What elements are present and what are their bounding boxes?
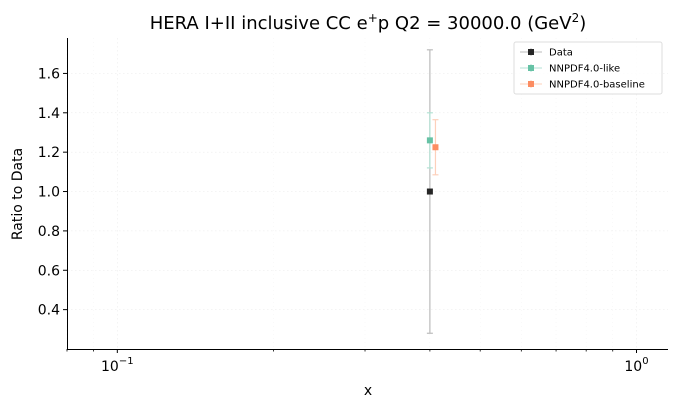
legend-label: Data [549, 48, 573, 59]
legend-box [513, 41, 663, 95]
y-axis-label: Ratio to Data [10, 148, 26, 240]
chart-title: HERA I+II inclusive CC e+p Q2 = 30000.0 … [150, 11, 586, 34]
y-tick-label: 1.0 [38, 185, 60, 201]
x-ticks: 10−1 100 [66, 349, 649, 375]
x-tick-label: 10−1 [101, 356, 134, 375]
x-tick-label: 100 [624, 356, 648, 375]
data-point [432, 144, 439, 151]
y-tick-label: 1.6 [38, 66, 60, 82]
y-tick-label: 0.4 [38, 303, 60, 319]
legend-marker [528, 49, 534, 55]
y-ticks: 0.4 0.6 0.8 1.0 1.2 1.4 1.6 [38, 66, 67, 319]
legend: Data NNPDF4.0-like NNPDF4.0-baseline [513, 41, 663, 95]
legend-marker [528, 81, 534, 87]
legend-marker [528, 65, 534, 71]
y-tick-label: 1.4 [38, 106, 60, 122]
y-tick-label: 0.8 [38, 224, 60, 240]
y-tick-label: 0.6 [38, 263, 60, 279]
legend-label: NNPDF4.0-like [549, 64, 620, 75]
legend-label: NNPDF4.0-baseline [549, 80, 645, 91]
data-point [426, 137, 433, 144]
data-points [426, 137, 439, 195]
grid [66, 38, 668, 349]
x-axis-label: x [364, 383, 372, 399]
data-point [426, 188, 433, 195]
y-tick-label: 1.2 [38, 145, 60, 161]
